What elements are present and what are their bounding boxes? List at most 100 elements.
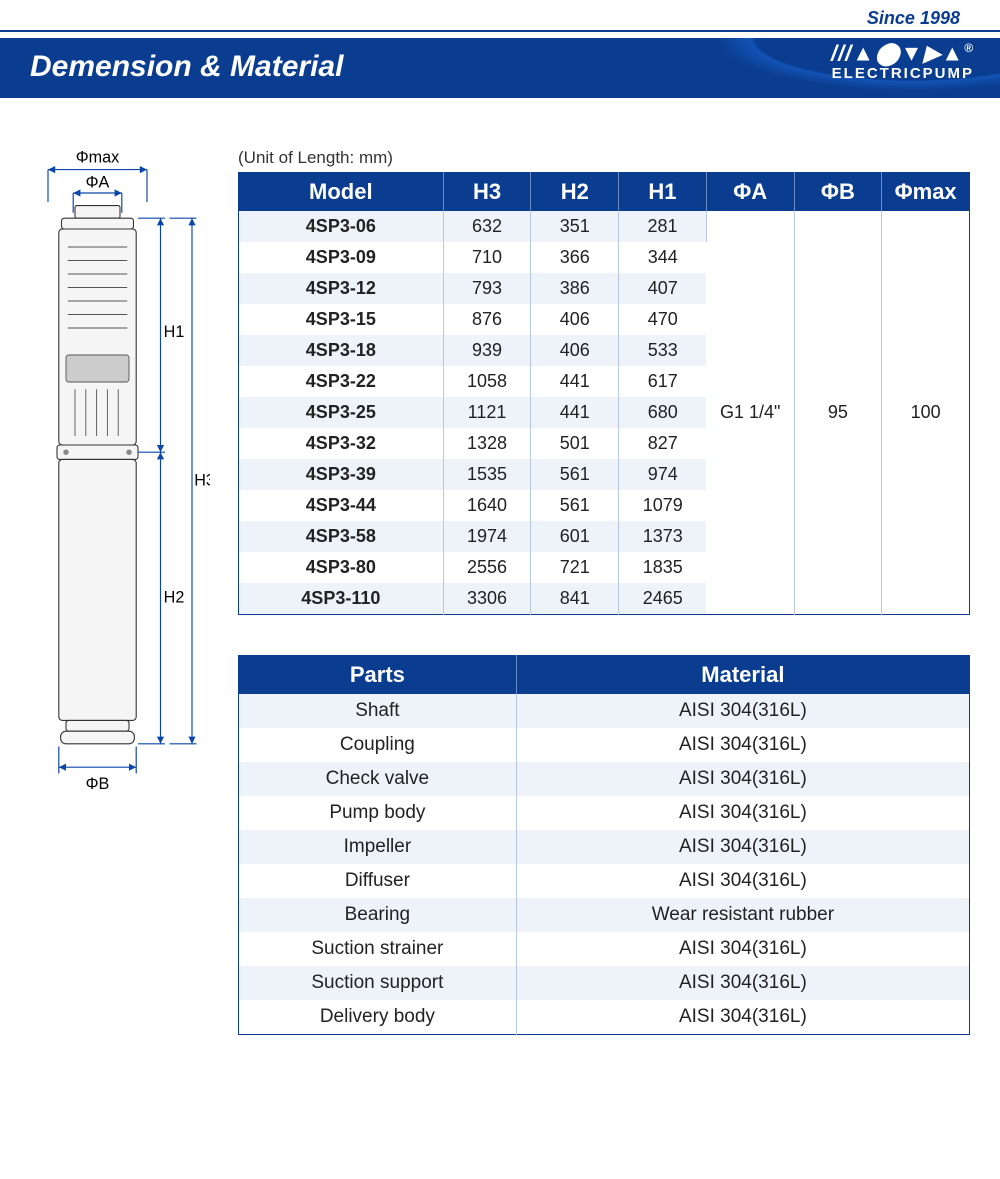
- cell: 4SP3-12: [239, 273, 444, 304]
- cell: AISI 304(316L): [516, 864, 969, 898]
- cell: 4SP3-06: [239, 211, 444, 242]
- cell: 617: [619, 366, 707, 397]
- cell: Check valve: [239, 762, 517, 796]
- content: Φmax ΦA: [0, 98, 1000, 1065]
- cell: 4SP3-58: [239, 521, 444, 552]
- cell: 1058: [443, 366, 531, 397]
- dim-th: ΦB: [794, 173, 882, 212]
- table-row: ImpellerAISI 304(316L): [239, 830, 970, 864]
- cell: 841: [531, 583, 619, 615]
- cell: 406: [531, 335, 619, 366]
- cell: 793: [443, 273, 531, 304]
- cell: 281: [619, 211, 707, 242]
- merged-cell: 100: [882, 211, 970, 615]
- cell: 1079: [619, 490, 707, 521]
- label-h1: H1: [164, 323, 185, 341]
- table-row: Pump bodyAISI 304(316L): [239, 796, 970, 830]
- cell: 366: [531, 242, 619, 273]
- dim-th: Φmax: [882, 173, 970, 212]
- cell: 344: [619, 242, 707, 273]
- cell: Impeller: [239, 830, 517, 864]
- cell: Suction strainer: [239, 932, 517, 966]
- table-row: BearingWear resistant rubber: [239, 898, 970, 932]
- table-row: Suction supportAISI 304(316L): [239, 966, 970, 1000]
- brand-logo: ///▲⬤▼▶▲®: [831, 42, 974, 64]
- dim-th: H3: [443, 173, 531, 212]
- cell: 3306: [443, 583, 531, 615]
- table-row: Delivery bodyAISI 304(316L): [239, 1000, 970, 1035]
- cell: 501: [531, 428, 619, 459]
- cell: 4SP3-22: [239, 366, 444, 397]
- cell: 1535: [443, 459, 531, 490]
- cell: 4SP3-32: [239, 428, 444, 459]
- label-phia: ΦA: [86, 174, 110, 192]
- cell: 441: [531, 366, 619, 397]
- material-table: PartsMaterial ShaftAISI 304(316L)Couplin…: [238, 655, 970, 1035]
- cell: Pump body: [239, 796, 517, 830]
- header-bar: Demension & Material ///▲⬤▼▶▲® ELECTRICP…: [0, 38, 1000, 98]
- cell: Delivery body: [239, 1000, 517, 1035]
- cell: 561: [531, 490, 619, 521]
- label-phimax: Φmax: [76, 148, 120, 166]
- cell: 1328: [443, 428, 531, 459]
- cell: AISI 304(316L): [516, 932, 969, 966]
- merged-cell: 95: [794, 211, 882, 615]
- brand-sub: ELECTRICPUMP: [831, 66, 974, 81]
- cell: AISI 304(316L): [516, 1000, 969, 1035]
- cell: 827: [619, 428, 707, 459]
- cell: 406: [531, 304, 619, 335]
- mat-th: Material: [516, 656, 969, 695]
- cell: Coupling: [239, 728, 517, 762]
- dimension-table: ModelH3H2H1ΦAΦBΦmax 4SP3-06632351281G1 1…: [238, 172, 970, 615]
- brand: ///▲⬤▼▶▲® ELECTRICPUMP: [831, 42, 974, 81]
- cell: 407: [619, 273, 707, 304]
- table-row: DiffuserAISI 304(316L): [239, 864, 970, 898]
- cell: 4SP3-09: [239, 242, 444, 273]
- cell: 4SP3-18: [239, 335, 444, 366]
- diagram-column: Φmax ΦA: [30, 148, 210, 1035]
- cell: 1373: [619, 521, 707, 552]
- cell: 632: [443, 211, 531, 242]
- page: Since 1998 Demension & Material ///▲⬤▼▶▲…: [0, 30, 1000, 1065]
- dim-th: ΦA: [706, 173, 794, 212]
- label-phib: ΦB: [86, 775, 110, 793]
- label-h3: H3: [194, 472, 210, 490]
- cell: Wear resistant rubber: [516, 898, 969, 932]
- table-row: Suction strainerAISI 304(316L): [239, 932, 970, 966]
- cell: 876: [443, 304, 531, 335]
- cell: AISI 304(316L): [516, 796, 969, 830]
- merged-cell: G1 1/4": [706, 211, 794, 615]
- mat-th: Parts: [239, 656, 517, 695]
- cell: 4SP3-25: [239, 397, 444, 428]
- cell: Shaft: [239, 694, 517, 728]
- tables-column: (Unit of Length: mm) ModelH3H2H1ΦAΦBΦmax…: [238, 148, 970, 1035]
- dim-th: Model: [239, 173, 444, 212]
- cell: 1835: [619, 552, 707, 583]
- cell: 710: [443, 242, 531, 273]
- table-row: ShaftAISI 304(316L): [239, 694, 970, 728]
- cell: Diffuser: [239, 864, 517, 898]
- cell: AISI 304(316L): [516, 728, 969, 762]
- dim-th: H1: [619, 173, 707, 212]
- cell: 1640: [443, 490, 531, 521]
- cell: 974: [619, 459, 707, 490]
- unit-note: (Unit of Length: mm): [238, 148, 970, 168]
- pump-diagram: Φmax ΦA: [30, 148, 210, 796]
- table-row: CouplingAISI 304(316L): [239, 728, 970, 762]
- cell: 2556: [443, 552, 531, 583]
- cell: AISI 304(316L): [516, 966, 969, 1000]
- cell: 561: [531, 459, 619, 490]
- cell: 2465: [619, 583, 707, 615]
- cell: 4SP3-44: [239, 490, 444, 521]
- cell: 939: [443, 335, 531, 366]
- cell: AISI 304(316L): [516, 694, 969, 728]
- cell: AISI 304(316L): [516, 830, 969, 864]
- cell: 4SP3-110: [239, 583, 444, 615]
- table-row: 4SP3-06632351281G1 1/4"95100: [239, 211, 970, 242]
- cell: Bearing: [239, 898, 517, 932]
- cell: 1974: [443, 521, 531, 552]
- header-top-rule: Since 1998: [0, 30, 1000, 32]
- cell: 680: [619, 397, 707, 428]
- cell: 721: [531, 552, 619, 583]
- cell: 470: [619, 304, 707, 335]
